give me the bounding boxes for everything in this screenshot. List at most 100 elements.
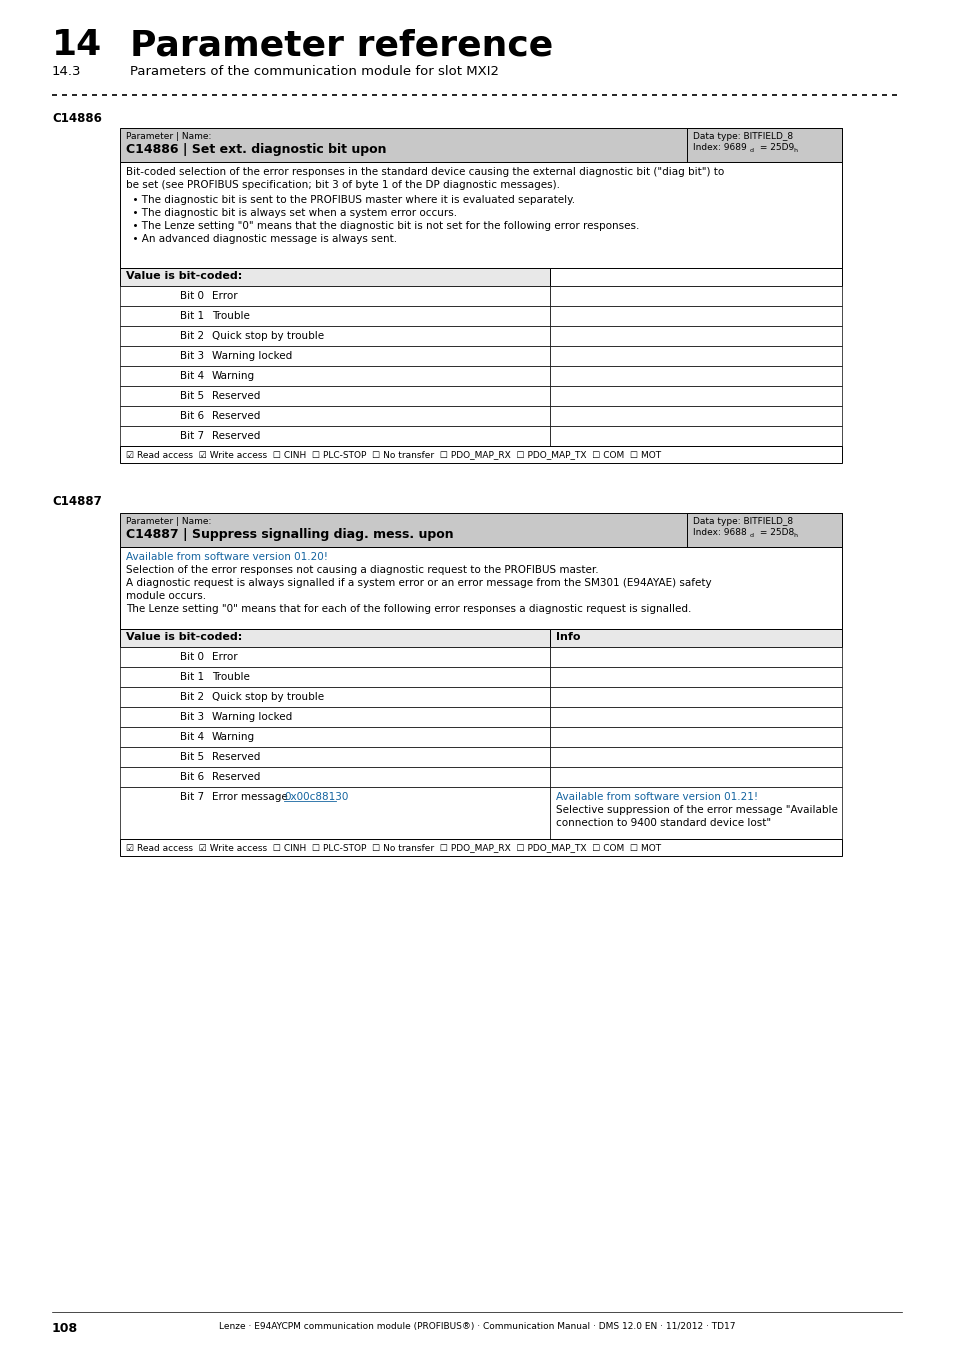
Text: Bit 6: Bit 6 <box>180 772 204 782</box>
Text: d: d <box>749 533 753 539</box>
Text: Parameters of the communication module for slot MXI2: Parameters of the communication module f… <box>130 65 498 78</box>
Text: Reserved: Reserved <box>212 752 260 761</box>
Text: Error: Error <box>212 652 237 662</box>
Bar <box>550 767 841 787</box>
Text: Lenze · E94AYCPM communication module (PROFIBUS®) · Communication Manual · DMS 1: Lenze · E94AYCPM communication module (P… <box>218 1322 735 1331</box>
Text: Parameter reference: Parameter reference <box>130 28 553 62</box>
Bar <box>120 728 550 747</box>
Bar <box>120 547 841 629</box>
Bar <box>550 427 841 446</box>
Bar <box>686 513 841 547</box>
Bar <box>550 286 841 306</box>
Text: Reserved: Reserved <box>212 431 260 441</box>
Text: module occurs.: module occurs. <box>126 591 206 601</box>
Text: Warning: Warning <box>212 371 254 381</box>
Bar <box>120 306 550 325</box>
Bar <box>120 269 550 286</box>
Bar <box>120 325 550 346</box>
Text: d: d <box>749 148 753 153</box>
Text: Quick stop by trouble: Quick stop by trouble <box>212 693 324 702</box>
Text: be set (see PROFIBUS specification; bit 3 of byte 1 of the DP diagnostic message: be set (see PROFIBUS specification; bit … <box>126 180 559 190</box>
Bar <box>550 687 841 707</box>
Text: Bit 1: Bit 1 <box>180 310 204 321</box>
Text: = 25D8: = 25D8 <box>757 528 794 537</box>
Text: Bit 4: Bit 4 <box>180 732 204 742</box>
Text: Error message: Error message <box>212 792 291 802</box>
Bar <box>550 386 841 406</box>
Text: Warning locked: Warning locked <box>212 711 292 722</box>
Text: Warning locked: Warning locked <box>212 351 292 360</box>
Text: Bit 5: Bit 5 <box>180 392 204 401</box>
Text: Info: Info <box>556 632 579 643</box>
Bar <box>120 513 841 547</box>
Bar <box>120 687 550 707</box>
Text: Value is bit-coded:: Value is bit-coded: <box>126 271 242 281</box>
Text: Reserved: Reserved <box>212 772 260 782</box>
Bar <box>550 667 841 687</box>
Bar <box>550 269 841 286</box>
Text: • An advanced diagnostic message is always sent.: • An advanced diagnostic message is alwa… <box>126 234 396 244</box>
Bar <box>120 162 841 269</box>
Text: Bit 2: Bit 2 <box>180 331 204 342</box>
Bar <box>550 707 841 728</box>
Bar <box>550 747 841 767</box>
Bar <box>550 306 841 325</box>
Text: Index: 9689: Index: 9689 <box>692 143 746 153</box>
Bar <box>550 406 841 427</box>
Text: • The Lenze setting "0" means that the diagnostic bit is not set for the followi: • The Lenze setting "0" means that the d… <box>126 221 639 231</box>
Text: Bit 0: Bit 0 <box>180 292 204 301</box>
Text: Error: Error <box>212 292 237 301</box>
Text: Trouble: Trouble <box>212 672 250 682</box>
Bar <box>550 787 841 838</box>
Text: Trouble: Trouble <box>212 310 250 321</box>
Text: Bit 4: Bit 4 <box>180 371 204 381</box>
Bar <box>120 747 550 767</box>
Text: Value is bit-coded:: Value is bit-coded: <box>126 632 242 643</box>
Bar <box>120 629 550 647</box>
Text: Reserved: Reserved <box>212 410 260 421</box>
Bar <box>550 346 841 366</box>
Text: h: h <box>792 533 796 539</box>
Bar <box>550 728 841 747</box>
Text: Bit 7: Bit 7 <box>180 431 204 441</box>
Text: Bit 1: Bit 1 <box>180 672 204 682</box>
Bar <box>120 767 550 787</box>
Text: connection to 9400 standard device lost": connection to 9400 standard device lost" <box>556 818 770 828</box>
Text: Index: 9688: Index: 9688 <box>692 528 746 537</box>
Bar <box>120 286 550 306</box>
Text: Selective suppression of the error message "Available: Selective suppression of the error messa… <box>556 805 837 815</box>
Text: Warning: Warning <box>212 732 254 742</box>
Text: Data type: BITFIELD_8: Data type: BITFIELD_8 <box>692 132 792 140</box>
Text: The Lenze setting "0" means that for each of the following error responses a dia: The Lenze setting "0" means that for eac… <box>126 603 691 614</box>
Text: h: h <box>792 148 796 153</box>
Text: Available from software version 01.20!: Available from software version 01.20! <box>126 552 328 562</box>
Bar <box>550 366 841 386</box>
Bar <box>120 427 550 446</box>
Text: 14: 14 <box>52 28 102 62</box>
Text: Parameter | Name:: Parameter | Name: <box>126 517 212 526</box>
Text: Bit 7: Bit 7 <box>180 792 204 802</box>
Bar <box>120 346 550 366</box>
Text: C14887: C14887 <box>52 495 102 508</box>
Bar <box>120 647 550 667</box>
Bar <box>120 386 550 406</box>
Bar <box>550 325 841 346</box>
Text: Reserved: Reserved <box>212 392 260 401</box>
Text: Available from software version 01.21!: Available from software version 01.21! <box>556 792 758 802</box>
Text: Bit 3: Bit 3 <box>180 351 204 360</box>
Text: Bit 0: Bit 0 <box>180 652 204 662</box>
Bar <box>120 667 550 687</box>
Text: Selection of the error responses not causing a diagnostic request to the PROFIBU: Selection of the error responses not cau… <box>126 566 598 575</box>
Text: 14.3: 14.3 <box>52 65 81 78</box>
Text: Bit 5: Bit 5 <box>180 752 204 761</box>
Text: Data type: BITFIELD_8: Data type: BITFIELD_8 <box>692 517 792 526</box>
Text: = 25D9: = 25D9 <box>757 143 794 153</box>
Bar <box>120 838 841 856</box>
Bar <box>120 128 841 162</box>
Text: Bit-coded selection of the error responses in the standard device causing the ex: Bit-coded selection of the error respons… <box>126 167 723 177</box>
Text: 108: 108 <box>52 1322 78 1335</box>
Bar <box>120 446 841 463</box>
Bar <box>550 629 841 647</box>
Text: C14886: C14886 <box>52 112 102 126</box>
Text: Bit 2: Bit 2 <box>180 693 204 702</box>
